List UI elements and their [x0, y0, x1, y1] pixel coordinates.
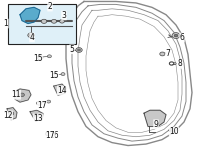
Text: 12: 12	[3, 111, 13, 120]
Text: 17: 17	[45, 131, 55, 141]
Circle shape	[28, 33, 34, 38]
Polygon shape	[30, 110, 43, 121]
Circle shape	[20, 93, 24, 97]
Circle shape	[169, 128, 174, 132]
Circle shape	[50, 132, 55, 136]
Polygon shape	[7, 108, 17, 120]
Text: 11: 11	[11, 90, 21, 99]
Circle shape	[37, 101, 42, 105]
Text: 17: 17	[37, 101, 47, 110]
Polygon shape	[14, 89, 31, 102]
Circle shape	[174, 63, 176, 64]
Circle shape	[47, 55, 51, 58]
Text: 4: 4	[30, 33, 34, 42]
Polygon shape	[144, 110, 166, 126]
Circle shape	[76, 48, 82, 52]
Circle shape	[170, 129, 173, 131]
Polygon shape	[20, 7, 40, 24]
Circle shape	[52, 73, 58, 77]
Text: 13: 13	[33, 114, 43, 123]
Circle shape	[45, 132, 51, 136]
Text: 1: 1	[4, 19, 8, 28]
FancyBboxPatch shape	[8, 4, 76, 44]
Circle shape	[47, 100, 51, 103]
Circle shape	[41, 19, 47, 23]
Text: 5: 5	[70, 45, 74, 54]
Text: 10: 10	[169, 127, 179, 136]
Circle shape	[34, 114, 38, 117]
Text: 3: 3	[62, 11, 66, 20]
Circle shape	[29, 34, 33, 36]
Text: 8: 8	[178, 59, 182, 69]
Circle shape	[174, 34, 178, 37]
Text: 14: 14	[57, 86, 67, 95]
Text: 7: 7	[166, 49, 170, 58]
Circle shape	[78, 49, 80, 51]
Circle shape	[37, 56, 43, 60]
Text: 2: 2	[48, 2, 52, 11]
Circle shape	[160, 52, 165, 56]
Text: 6: 6	[180, 33, 184, 42]
Circle shape	[61, 73, 65, 76]
Text: 16: 16	[49, 131, 59, 141]
Circle shape	[60, 20, 64, 23]
Text: 15: 15	[33, 54, 43, 63]
Circle shape	[51, 19, 57, 23]
Circle shape	[9, 112, 14, 115]
Text: 15: 15	[49, 71, 59, 80]
Text: 9: 9	[154, 120, 158, 129]
Circle shape	[172, 33, 180, 39]
Polygon shape	[54, 84, 66, 95]
